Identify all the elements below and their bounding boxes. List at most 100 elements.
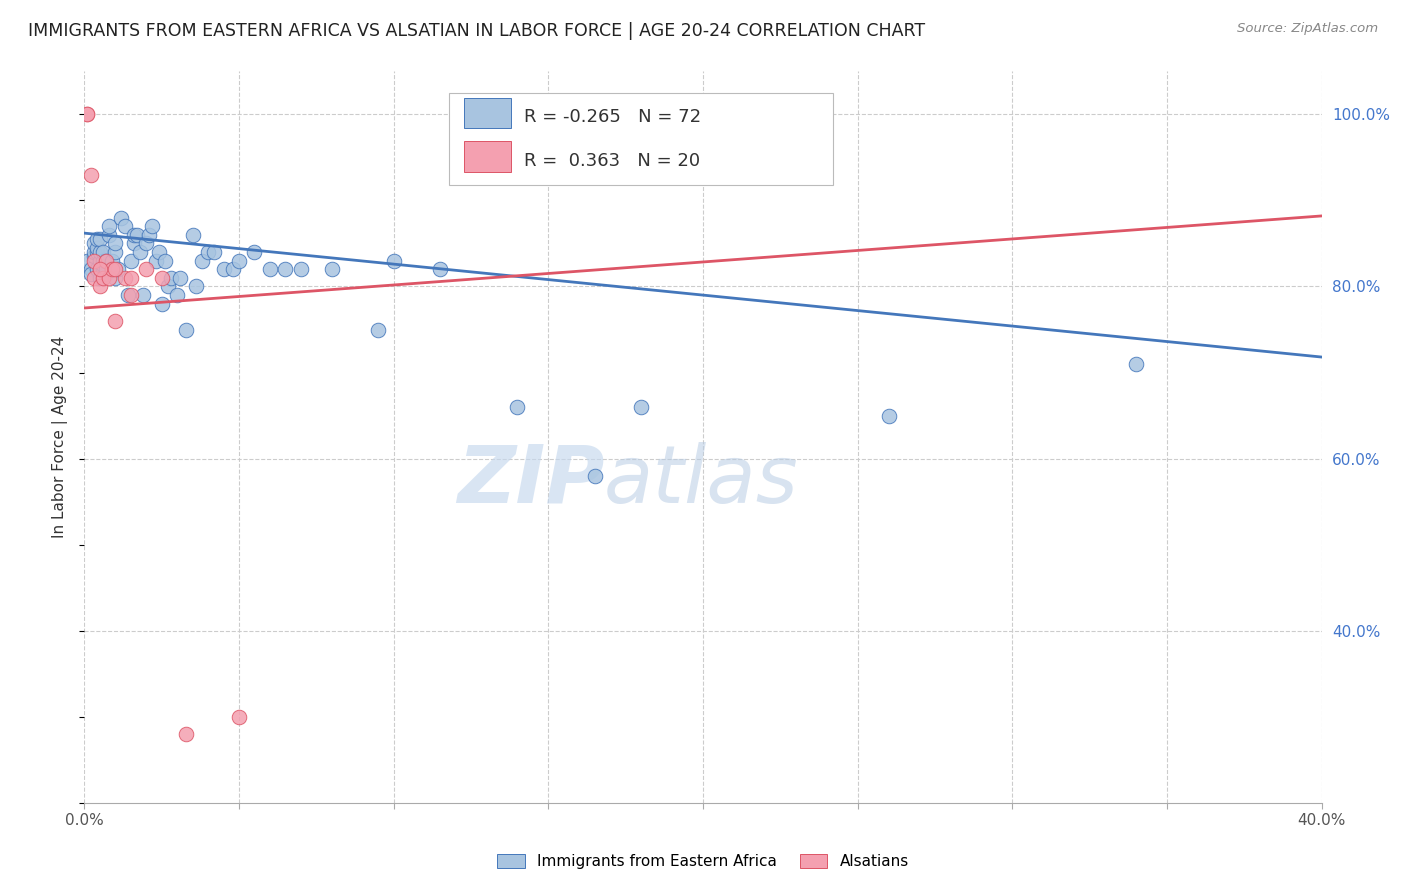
Point (184, 279, 207, 293)
Point (114, 271, 136, 285)
Point (153, 253, 176, 268)
Point (259, 262, 281, 277)
Point (429, 262, 451, 277)
Point (120, 271, 142, 285)
Point (156, 279, 179, 293)
Point (83, 271, 105, 285)
Point (274, 262, 297, 277)
Point (91, 245, 114, 260)
Point (104, 236, 127, 251)
FancyBboxPatch shape (464, 97, 512, 128)
Point (89, 262, 111, 277)
Point (98, 271, 121, 285)
Text: R = -0.265   N = 72: R = -0.265 N = 72 (523, 108, 700, 126)
Point (166, 288, 188, 302)
Point (1125, 357, 1147, 371)
Point (91, 253, 114, 268)
Text: Source: ZipAtlas.com: Source: ZipAtlas.com (1237, 22, 1378, 36)
Point (120, 253, 142, 268)
Point (141, 219, 163, 234)
Point (83, 249, 105, 263)
Point (79, 267, 101, 281)
Point (321, 262, 343, 277)
Point (83, 253, 105, 268)
Point (583, 468, 606, 483)
Point (120, 288, 142, 302)
Point (89, 232, 111, 246)
Point (877, 409, 900, 423)
Point (228, 710, 250, 724)
Point (94, 253, 117, 268)
Point (101, 262, 124, 277)
Text: ZIP: ZIP (457, 442, 605, 520)
Point (212, 262, 235, 277)
Point (197, 245, 219, 260)
Text: R =  0.363   N = 20: R = 0.363 N = 20 (523, 152, 700, 170)
Point (104, 262, 127, 277)
Point (382, 253, 405, 268)
Point (107, 262, 129, 277)
Point (101, 262, 124, 277)
Point (89, 262, 111, 277)
Text: atlas: atlas (605, 442, 799, 520)
FancyBboxPatch shape (450, 94, 832, 185)
Point (181, 227, 204, 242)
Point (176, 322, 198, 336)
Point (160, 271, 183, 285)
Y-axis label: In Labor Force | Age 20-24: In Labor Force | Age 20-24 (52, 336, 69, 538)
Point (76, 107, 98, 121)
Point (79, 262, 101, 277)
Point (98, 219, 121, 234)
Point (89, 271, 111, 285)
Point (114, 219, 136, 234)
Point (101, 253, 124, 268)
Point (89, 279, 111, 293)
Point (138, 227, 160, 242)
Point (243, 245, 266, 260)
Point (129, 245, 152, 260)
Point (132, 288, 155, 302)
Point (191, 253, 214, 268)
Point (89, 253, 111, 268)
Text: IMMIGRANTS FROM EASTERN AFRICA VS ALSATIAN IN LABOR FORCE | AGE 20-24 CORRELATIO: IMMIGRANTS FROM EASTERN AFRICA VS ALSATI… (28, 22, 925, 40)
Point (506, 400, 529, 414)
Point (367, 322, 389, 336)
Point (91, 271, 114, 285)
Point (83, 236, 105, 251)
Point (86, 241, 108, 255)
Point (86, 245, 108, 260)
Point (202, 245, 225, 260)
Point (122, 227, 145, 242)
Point (222, 262, 245, 277)
Point (98, 227, 121, 242)
Point (228, 253, 250, 268)
Point (110, 211, 132, 225)
Legend: Immigrants from Eastern Africa, Alsatians: Immigrants from Eastern Africa, Alsatian… (491, 848, 915, 875)
Point (176, 727, 198, 741)
Point (91, 262, 114, 277)
Point (94, 262, 117, 277)
Point (104, 271, 127, 285)
Point (79, 168, 101, 182)
Point (89, 245, 111, 260)
Point (104, 245, 127, 260)
Point (169, 271, 191, 285)
Point (122, 236, 145, 251)
Point (94, 267, 117, 281)
Point (150, 296, 173, 310)
Point (94, 253, 117, 268)
Point (76, 107, 98, 121)
Point (91, 258, 114, 272)
FancyBboxPatch shape (464, 142, 512, 171)
Point (104, 314, 127, 328)
Point (148, 245, 170, 260)
Point (630, 400, 652, 414)
Point (125, 227, 148, 242)
Point (83, 245, 105, 260)
Point (290, 262, 312, 277)
Point (135, 236, 157, 251)
Point (145, 253, 167, 268)
Point (86, 232, 108, 246)
Point (86, 262, 108, 277)
Point (76, 253, 98, 268)
